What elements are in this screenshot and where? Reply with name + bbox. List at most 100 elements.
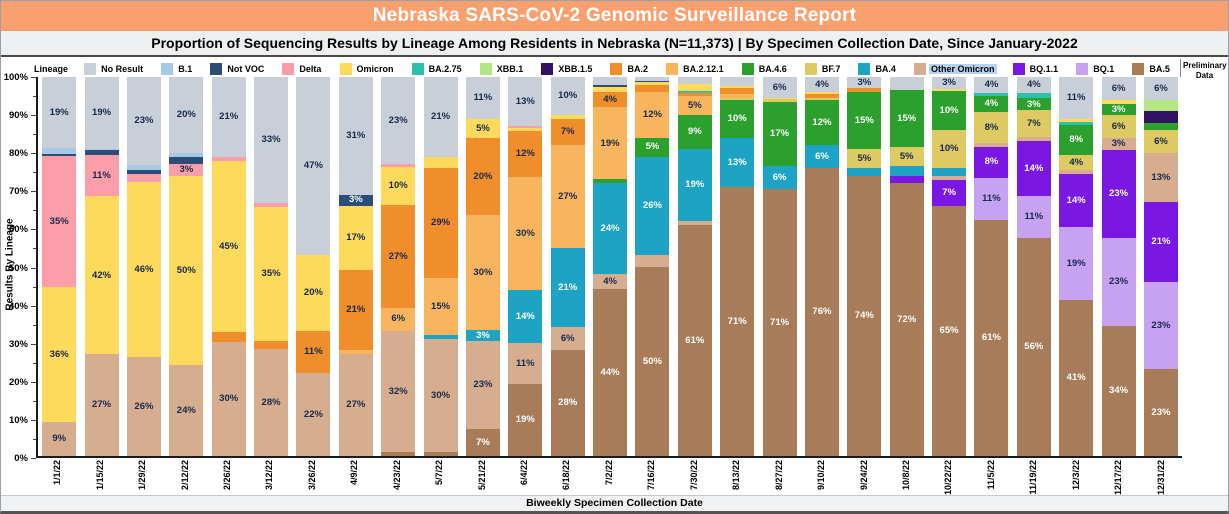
bar-segment-omicron[interactable]: 5% [465, 119, 500, 139]
bar-segment-ba-2[interactable]: 12% [508, 131, 543, 177]
bar-segment-no-result[interactable]: 11% [1059, 77, 1094, 119]
bar-segment-delta[interactable]: 3% [169, 164, 204, 176]
bar-segment-delta[interactable] [211, 157, 246, 161]
bar-segment-ba-2[interactable]: 11% [296, 330, 331, 373]
bar-segment-no-result[interactable] [635, 77, 670, 81]
bar-segment-ba-2-75[interactable] [1059, 122, 1094, 125]
bar-segment-ba-5[interactable]: 76% [804, 167, 839, 456]
bar-segment-no-result[interactable]: 47% [296, 77, 331, 256]
bar-segment-delta[interactable]: 35% [42, 156, 77, 288]
bar-segment-ba-4-6[interactable]: 15% [847, 92, 882, 150]
stacked-bar-11-19-22[interactable]: 56% 11% 14% 7% 3% 4% [1016, 77, 1051, 456]
bar-segment-ba-4[interactable]: 19% [677, 149, 712, 222]
bar-segment-delta[interactable]: 11% [84, 154, 119, 197]
bar-segment-bf-7[interactable]: 8% [974, 111, 1009, 143]
bar-segment-bf-7[interactable]: 10% [932, 129, 966, 169]
bar-segment-ba-5[interactable]: 74% [847, 175, 882, 456]
bar-segment-bq-1[interactable]: 11% [1016, 195, 1051, 239]
bar-segment-delta[interactable] [126, 174, 161, 182]
bar-segment-no-result[interactable]: 13% [508, 77, 543, 127]
bar-segment-ba-5[interactable]: 19% [508, 384, 543, 456]
bar-segment-bq-1[interactable]: 23% [1143, 281, 1178, 369]
stacked-bar-2-26-22[interactable]: 30% 45% 21% [211, 77, 246, 456]
bar-segment-other-omicron[interactable] [677, 221, 712, 225]
bar-segment-ba-2[interactable]: 7% [550, 118, 585, 146]
bar-segment-ba-4-6[interactable]: 9% [677, 114, 712, 150]
bar-segment-bq-1-1[interactable] [889, 175, 924, 184]
bar-segment-ba-5[interactable]: 23% [1143, 368, 1178, 456]
bar-segment-bf-7[interactable] [804, 97, 839, 100]
bar-segment-omicron[interactable] [423, 156, 458, 168]
bar-segment-omicron[interactable]: 10% [381, 167, 416, 206]
bar-segment-ba-2-12-1[interactable]: 5% [677, 95, 712, 115]
bar-segment-ba-4-6[interactable]: 12% [804, 99, 839, 146]
bar-segment-no-result[interactable]: 23% [126, 77, 161, 165]
bar-segment-no-result[interactable]: 19% [42, 77, 77, 149]
bar-segment-no-result[interactable]: 4% [804, 77, 839, 93]
bar-segment-omicron[interactable] [677, 83, 712, 92]
bar-segment-not-voc[interactable]: 3% [338, 194, 373, 206]
bar-segment-ba-4[interactable]: 24% [593, 183, 627, 275]
bar-segment-omicron[interactable] [762, 97, 797, 100]
bar-segment-no-result[interactable]: 20% [169, 77, 204, 153]
stacked-bar-10-8-22[interactable]: 72% 5% 15% [889, 77, 924, 456]
bar-segment-bf-7[interactable] [762, 99, 797, 103]
bar-segment-ba-2[interactable] [847, 88, 882, 93]
bar-segment-ba-2[interactable]: 21% [338, 270, 373, 350]
bar-segment-no-result[interactable]: 10% [550, 77, 585, 115]
bar-segment-bq-1[interactable]: 19% [1059, 227, 1094, 300]
bar-segment-delta[interactable] [508, 126, 543, 128]
bar-segment-not-voc[interactable] [593, 84, 627, 88]
bar-segment-other-omicron[interactable]: 32% [381, 330, 416, 453]
bar-segment-other-omicron[interactable] [635, 255, 670, 267]
stacked-bar-12-17-22[interactable]: 34% 23% 23% 3% 6% 3% 6% [1101, 77, 1136, 456]
stacked-bar-12-31-22[interactable]: 23% 23% 21% 13% 6% 6% [1143, 77, 1178, 456]
bar-segment-ba-4[interactable]: 14% [508, 289, 543, 343]
bar-segment-other-omicron[interactable] [974, 142, 1009, 147]
bar-segment-delta[interactable] [254, 203, 288, 208]
bar-segment-ba-4[interactable]: 3% [465, 329, 500, 342]
bar-segment-b-1[interactable] [126, 164, 161, 171]
stacked-bar-11-5-22[interactable]: 61% 11% 8% 8% 4% 4% [974, 77, 1009, 456]
bar-segment-ba-4-6[interactable]: 5% [635, 137, 670, 157]
stacked-bar-2-12-22[interactable]: 24% 50% 3% 20% [169, 77, 204, 456]
bar-segment-ba-4-6[interactable] [593, 179, 627, 184]
bar-segment-ba-2-75[interactable] [1016, 92, 1051, 99]
legend-item-ba-2-12-1[interactable]: BA.2.12.1 [666, 62, 726, 75]
bar-segment-omicron[interactable]: 35% [254, 207, 288, 342]
bar-segment-bq-1-1[interactable]: 7% [932, 179, 966, 207]
legend-item-xbb-1-5[interactable]: XBB.1.5 [541, 62, 594, 75]
bar-segment-no-result[interactable]: 6% [1101, 77, 1136, 100]
bar-segment-no-result[interactable] [889, 77, 924, 91]
bar-segment-bq-1[interactable]: 11% [974, 177, 1009, 221]
bar-segment-ba-4-6[interactable]: 10% [932, 91, 966, 130]
bar-segment-no-result[interactable]: 19% [84, 77, 119, 149]
bar-segment-ba-4[interactable] [423, 334, 458, 339]
bar-segment-ba-2-75[interactable] [677, 91, 712, 94]
bar-segment-bf-7[interactable]: 7% [1016, 110, 1051, 138]
bar-segment-ba-4[interactable] [932, 168, 966, 176]
bar-segment-ba-4-6[interactable]: 10% [720, 99, 755, 138]
bar-segment-not-voc[interactable] [126, 170, 161, 175]
bar-segment-ba-5[interactable]: 34% [1101, 325, 1136, 456]
legend-item-xbb-1[interactable]: XBB.1 [479, 62, 526, 75]
legend-item-ba-2[interactable]: BA.2 [610, 62, 650, 75]
bar-segment-no-result[interactable]: 11% [465, 77, 500, 120]
bar-segment-not-voc[interactable] [84, 150, 119, 155]
bar-segment-omicron[interactable] [1059, 118, 1094, 123]
bar-segment-no-result[interactable]: 21% [423, 77, 458, 157]
bar-segment-ba-4[interactable]: 6% [762, 166, 797, 189]
legend-item-bq-1-1[interactable]: BQ.1.1 [1012, 62, 1061, 75]
stacked-bar-9-24-22[interactable]: 74% 5% 15% 3% [847, 77, 882, 456]
bar-segment-no-result[interactable] [720, 77, 755, 87]
bar-segment-other-omicron[interactable]: 4% [593, 274, 627, 290]
bar-segment-ba-2[interactable]: 27% [381, 205, 416, 308]
bar-segment-b-1[interactable] [84, 148, 119, 151]
bar-segment-ba-5[interactable]: 41% [1059, 299, 1094, 456]
stacked-bar-4-9-22[interactable]: 27% 21% 17% 3% 31% [338, 77, 373, 456]
bar-segment-xbb-1-5[interactable] [1143, 111, 1178, 123]
bar-segment-ba-5[interactable]: 28% [550, 349, 585, 456]
bar-segment-bf-7[interactable] [720, 97, 755, 100]
stacked-bar-12-3-22[interactable]: 41% 19% 14% 4% 8% 11% [1059, 77, 1094, 456]
bar-segment-b-1[interactable] [169, 152, 204, 157]
